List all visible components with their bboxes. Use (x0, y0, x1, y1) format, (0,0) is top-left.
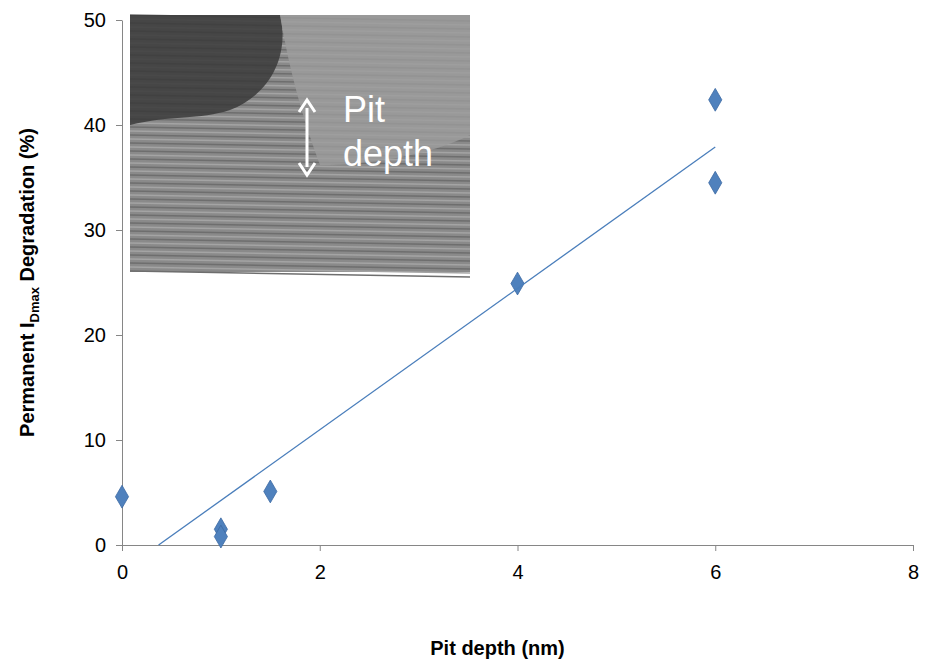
y-tick-mark (116, 440, 122, 441)
y-tick-label: 30 (84, 219, 106, 241)
y-tick: 40 (84, 114, 122, 136)
x-tick: 0 (117, 545, 128, 583)
y-tick: 0 (95, 534, 122, 556)
y-tick-label: 20 (84, 324, 106, 346)
inset-image: Pitdepth (130, 15, 470, 277)
x-tick-label: 8 (908, 561, 919, 583)
x-tick-label: 6 (710, 561, 721, 583)
x-tick-label: 0 (117, 561, 128, 583)
plot: Pitdepth 0 2 4 6 8 0 10 20 30 40 50 (84, 9, 919, 583)
inset-shadow (130, 15, 283, 125)
x-tick: 8 (908, 545, 919, 583)
y-tick: 50 (84, 9, 122, 31)
y-axis-title: Permanent IDmax Degradation (%) (16, 128, 42, 437)
y-tick: 10 (84, 429, 122, 451)
arrow-head (299, 100, 315, 112)
arrow-shaft (306, 108, 309, 167)
y-tick-mark (116, 335, 122, 336)
y-tick-label: 0 (95, 534, 106, 556)
y-tick-mark (116, 20, 122, 21)
y-tick-label: 10 (84, 429, 106, 451)
point (264, 480, 277, 503)
x-tick-mark (518, 545, 519, 551)
x-axis-title: Pit depth (nm) (430, 637, 564, 659)
chart: Pitdepth 0 2 4 6 8 0 10 20 30 40 50 Pit depth (nm) Pe… (0, 0, 927, 667)
inset-stripe (130, 271, 470, 277)
trend-line (159, 147, 716, 545)
x-tick: 2 (315, 545, 326, 583)
y-tick-mark (116, 125, 122, 126)
y-tick-mark (116, 545, 122, 546)
x-tick-mark (320, 545, 321, 551)
x-tick: 4 (512, 545, 523, 583)
point (709, 88, 722, 111)
x-tick-mark (122, 545, 123, 551)
y-tick: 20 (84, 324, 122, 346)
x-tick-mark (913, 545, 914, 551)
y-tick-mark (116, 230, 122, 231)
marks (115, 88, 721, 548)
y-axis-line (122, 21, 123, 546)
arrow-head (299, 163, 315, 175)
y-axis: 0 10 20 30 40 50 (84, 9, 123, 556)
point (214, 525, 227, 548)
x-axis: 0 2 4 6 8 (117, 545, 919, 583)
y-tick: 30 (84, 219, 122, 241)
inset-background (130, 15, 470, 272)
y-tick-label: 50 (84, 9, 106, 31)
x-tick: 6 (710, 545, 721, 583)
point (709, 171, 722, 194)
annotation: Pitdepth (343, 89, 433, 174)
x-tick-mark (715, 545, 716, 551)
inset-texture (130, 15, 470, 277)
x-tick-label: 4 (512, 561, 523, 583)
y-tick-label: 40 (84, 114, 106, 136)
point (115, 485, 128, 508)
x-tick-label: 2 (315, 561, 326, 583)
